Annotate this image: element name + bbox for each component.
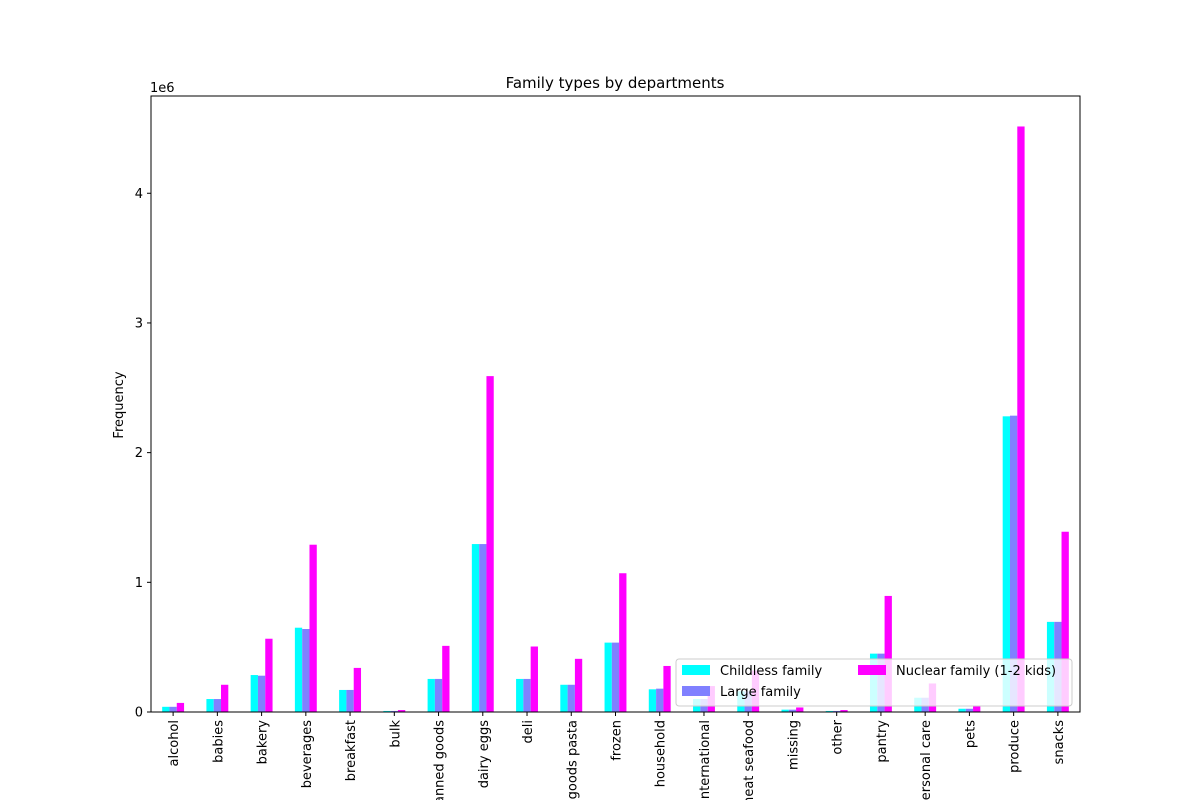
x-tick-label: personal care <box>919 720 934 800</box>
bar <box>1061 531 1069 712</box>
bar <box>619 573 627 712</box>
bar <box>353 667 362 712</box>
x-tick-label: canned goods <box>433 720 448 800</box>
bar <box>958 708 966 712</box>
x-tick-label: deli <box>521 720 536 743</box>
x-tick-label: breakfast <box>344 720 359 781</box>
bars-group <box>162 126 1069 713</box>
bar <box>973 705 981 712</box>
bar <box>965 708 974 712</box>
bar <box>257 675 266 712</box>
bar <box>530 646 538 712</box>
bar <box>604 642 612 712</box>
bar <box>479 544 487 712</box>
bar <box>840 710 848 712</box>
bar <box>346 689 354 712</box>
y-axis-label: Frequency <box>112 371 127 438</box>
plot-frame <box>150 95 1081 713</box>
x-tick-label: bakery <box>256 720 271 765</box>
y-tick-label: 1 <box>135 576 143 591</box>
y-axis: 0 1 2 3 4 <box>135 187 151 721</box>
bar <box>221 684 229 712</box>
x-tick-label: frozen <box>610 720 625 761</box>
x-tick-label: international <box>698 720 713 800</box>
bar <box>213 699 222 712</box>
bar <box>383 710 391 712</box>
legend-label: Childless family <box>720 664 823 679</box>
legend: Childless family Large family Nuclear fami… <box>675 658 1073 707</box>
bar <box>574 658 583 712</box>
x-axis: alcohol babies bakery beverages breakfast bul… <box>167 712 1067 800</box>
bar <box>486 376 494 712</box>
bar <box>162 706 170 712</box>
bar <box>796 707 804 712</box>
x-tick-label: meat seafood <box>742 720 757 800</box>
x-tick-label: pets <box>963 720 978 748</box>
bar <box>471 544 480 712</box>
bar <box>523 678 531 712</box>
bar <box>442 645 450 712</box>
bar <box>1017 126 1025 713</box>
bar <box>825 710 834 712</box>
x-tick-label: alcohol <box>167 720 182 766</box>
bar <box>781 709 789 712</box>
bar <box>516 678 524 712</box>
legend-label: Large family <box>720 685 801 700</box>
bar <box>788 709 797 712</box>
x-tick-label: beverages <box>300 720 315 789</box>
y-tick-label: 0 <box>135 706 143 721</box>
bar <box>390 710 398 712</box>
bar <box>206 699 214 712</box>
bar <box>1009 415 1018 712</box>
y-tick-label: 2 <box>135 446 143 461</box>
bar <box>663 665 671 712</box>
x-tick-label: produce <box>1008 720 1023 773</box>
bar <box>884 595 892 712</box>
bar <box>611 642 620 712</box>
y-tick-label: 3 <box>135 316 143 331</box>
bar <box>656 688 664 712</box>
x-tick-label: bulk <box>388 720 403 748</box>
bar <box>294 627 303 712</box>
y-axis-offset-label: 1e6 <box>150 81 175 96</box>
bar <box>397 710 406 712</box>
x-tick-label: other <box>831 719 846 754</box>
legend-swatch <box>858 665 886 675</box>
x-tick-label: dairy eggs <box>477 720 492 789</box>
bar <box>265 638 273 712</box>
bar <box>567 684 575 712</box>
bar <box>1002 416 1010 712</box>
bar <box>427 678 435 712</box>
bar <box>169 706 177 712</box>
chart-title: Family types by departments <box>506 74 725 92</box>
x-tick-label: household <box>654 720 669 787</box>
bar <box>176 702 185 712</box>
legend-label: Nuclear family (1-2 kids) <box>896 664 1056 679</box>
x-tick-label: snacks <box>1052 720 1067 765</box>
x-tick-label: missing <box>787 720 802 770</box>
bar <box>309 544 317 712</box>
legend-swatch <box>682 665 710 675</box>
x-tick-label: dry goods pasta <box>565 720 580 800</box>
x-tick-label: pantry <box>875 720 890 763</box>
bar <box>833 710 841 712</box>
bar <box>250 675 258 712</box>
x-tick-label: babies <box>211 720 226 763</box>
legend-box <box>675 658 1073 707</box>
bar <box>560 684 568 712</box>
bar <box>339 689 347 712</box>
bar <box>434 678 443 712</box>
bar <box>302 629 310 712</box>
y-tick-label: 4 <box>135 187 143 202</box>
bar <box>648 689 657 712</box>
legend-swatch <box>682 686 710 696</box>
